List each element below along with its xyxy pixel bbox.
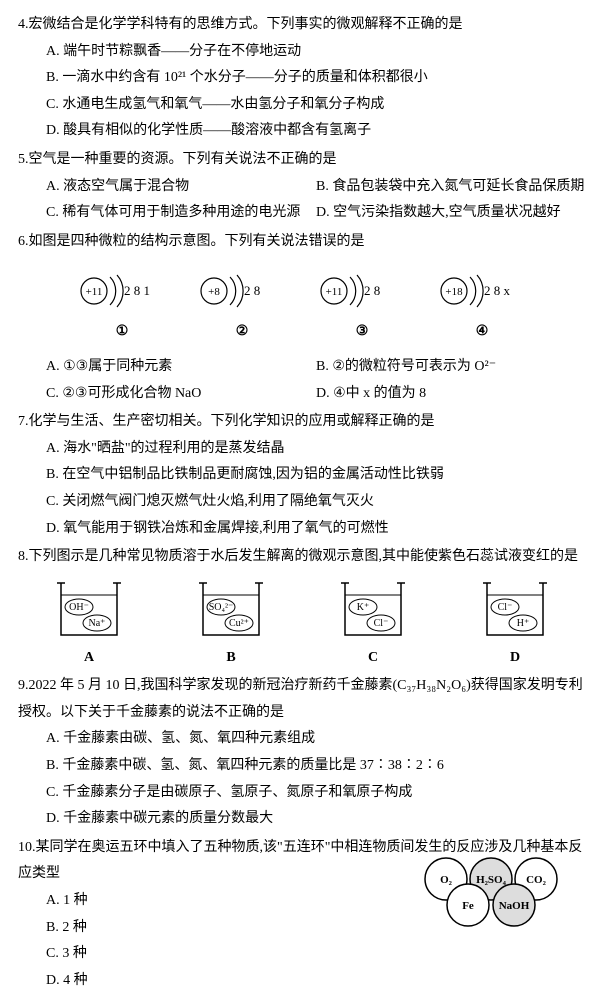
svg-text:2 8 1: 2 8 1: [124, 283, 150, 298]
q10-opt-c: C. 3 种: [18, 941, 586, 968]
q7-opt-a: A. 海水"晒盐"的过程利用的是蒸发结晶: [18, 436, 586, 463]
q9-opt-c: C. 千金藤素分子是由碳原子、氢原子、氮原子和氧原子构成: [18, 780, 586, 807]
svg-text:Cu²⁺: Cu²⁺: [229, 618, 249, 629]
q4-opt-b: B. 一滴水中约含有 10²¹ 个水分子——分子的质量和体积都很小: [18, 65, 586, 92]
beaker-diagram: Cl⁻H⁺D: [475, 577, 555, 672]
beaker-diagram: OH⁻Na⁺A: [49, 577, 129, 672]
svg-text:2 8: 2 8: [364, 283, 380, 298]
q4-opt-c: C. 水通电生成氢气和氧气——水由氢分子和氧分子构成: [18, 92, 586, 119]
svg-text:NaOH: NaOH: [499, 900, 530, 912]
q4-stem: 宏微结合是化学学科特有的思维方式。下列事实的微观解释不正确的是: [29, 17, 463, 32]
q8-num: 8.: [18, 549, 29, 564]
q6-opt-d: D. ④中 x 的值为 8: [316, 381, 586, 408]
svg-text:Na⁺: Na⁺: [89, 618, 106, 629]
svg-text:O₂: O₂: [440, 874, 453, 886]
svg-text:CO₂: CO₂: [526, 874, 547, 886]
svg-text:OH⁻: OH⁻: [69, 602, 89, 613]
q5-opt-a: A. 液态空气属于混合物: [46, 174, 316, 201]
svg-text:K⁺: K⁺: [357, 602, 370, 613]
question-4: 4.宏微结合是化学学科特有的思维方式。下列事实的微观解释不正确的是 A. 端午时…: [18, 12, 586, 145]
q4-opt-d: D. 酸具有相似的化学性质——酸溶液中都含有氢离子: [18, 118, 586, 145]
q9-opt-d: D. 千金藤素中碳元素的质量分数最大: [18, 806, 586, 833]
svg-text:2 8: 2 8: [244, 283, 260, 298]
question-5: 5.空气是一种重要的资源。下列有关说法不正确的是 A. 液态空气属于混合物B. …: [18, 147, 586, 227]
svg-text:Cl⁻: Cl⁻: [498, 602, 513, 613]
q6-opt-b: B. ②的微粒符号可表示为 O²⁻: [316, 354, 586, 381]
question-10: 10.某同学在奥运五环中填入了五种物质,该"五连环"中相连物质间发生的反应涉及几…: [18, 835, 586, 995]
q6-num: 6.: [18, 234, 29, 249]
svg-text:Cl⁻: Cl⁻: [374, 618, 389, 629]
q9-opt-b: B. 千金藤素中碳、氢、氮、氧四种元素的质量比是 37∶38∶2∶6: [18, 753, 586, 780]
beaker-diagram: K⁺Cl⁻C: [333, 577, 413, 672]
question-6: 6.如图是四种微粒的结构示意图。下列有关说法错误的是 +112 8 1①+82 …: [18, 229, 586, 407]
q7-opt-c: C. 关闭燃气阀门熄灭燃气灶火焰,利用了隔绝氧气灭火: [18, 489, 586, 516]
q6-stem: 如图是四种微粒的结构示意图。下列有关说法错误的是: [29, 234, 365, 249]
q8-stem: 下列图示是几种常见物质溶于水后发生解离的微观示意图,其中能使紫色石蕊试液变红的是: [29, 549, 579, 564]
q5-stem: 空气是一种重要的资源。下列有关说法不正确的是: [29, 152, 337, 167]
svg-text:H₂SO₄: H₂SO₄: [476, 874, 507, 886]
atom-diagram: +82 8②: [192, 263, 292, 346]
q7-opt-b: B. 在空气中铝制品比铁制品更耐腐蚀,因为铝的金属活动性比铁弱: [18, 462, 586, 489]
beaker-row: OH⁻Na⁺ASO₄²⁻Cu²⁺BK⁺Cl⁻CCl⁻H⁺D: [18, 577, 586, 672]
atom-diagram: +182 8 x④: [432, 263, 532, 346]
question-8: 8.下列图示是几种常见物质溶于水后发生解离的微观示意图,其中能使紫色石蕊试液变红…: [18, 544, 586, 671]
q6-opt-a: A. ①③属于同种元素: [46, 354, 316, 381]
q5-opt-b: B. 食品包装袋中充入氮气可延长食品保质期: [316, 174, 586, 201]
svg-text:SO₄²⁻: SO₄²⁻: [209, 602, 234, 613]
q5-num: 5.: [18, 152, 29, 167]
q7-opt-d: D. 氧气能用于钢铁冶炼和金属焊接,利用了氧气的可燃性: [18, 516, 586, 543]
atom-diagram: +112 8③: [312, 263, 412, 346]
svg-text:Fe: Fe: [462, 900, 474, 912]
question-9: 9.2022 年 5 月 10 日,我国科学家发现的新冠治疗新药千金藤素(C₃₇…: [18, 673, 586, 833]
atom-diagram: +112 8 1①: [72, 263, 172, 346]
beaker-diagram: SO₄²⁻Cu²⁺B: [191, 577, 271, 672]
svg-text:+18: +18: [445, 286, 463, 298]
q5-opt-d: D. 空气污染指数越大,空气质量状况越好: [316, 200, 586, 227]
atom-diagram-row: +112 8 1①+82 8②+112 8③+182 8 x④: [18, 263, 586, 346]
svg-text:H⁺: H⁺: [517, 618, 530, 629]
svg-text:+11: +11: [86, 286, 103, 298]
svg-text:2 8 x: 2 8 x: [484, 283, 511, 298]
q7-stem: 化学与生活、生产密切相关。下列化学知识的应用或解释正确的是: [29, 414, 435, 429]
q9-stem: 2022 年 5 月 10 日,我国科学家发现的新冠治疗新药千金藤素(C₃₇H₃…: [18, 678, 583, 720]
q9-opt-a: A. 千金藤素由碳、氢、氮、氧四种元素组成: [18, 726, 586, 753]
q10-num: 10.: [18, 840, 36, 855]
question-7: 7.化学与生活、生产密切相关。下列化学知识的应用或解释正确的是 A. 海水"晒盐…: [18, 409, 586, 542]
olympic-rings-diagram: O₂ H₂SO₄ CO₂ Fe NaOH: [416, 857, 566, 942]
q6-opt-c: C. ②③可形成化合物 NaO: [46, 381, 316, 408]
q4-opt-a: A. 端午时节粽飘香——分子在不停地运动: [18, 39, 586, 66]
q4-num: 4.: [18, 17, 29, 32]
q9-num: 9.: [18, 678, 29, 693]
q7-num: 7.: [18, 414, 29, 429]
q5-opt-c: C. 稀有气体可用于制造多种用途的电光源: [46, 200, 316, 227]
q10-opt-d: D. 4 种: [18, 968, 586, 995]
svg-text:+11: +11: [326, 286, 343, 298]
svg-text:+8: +8: [208, 286, 220, 298]
